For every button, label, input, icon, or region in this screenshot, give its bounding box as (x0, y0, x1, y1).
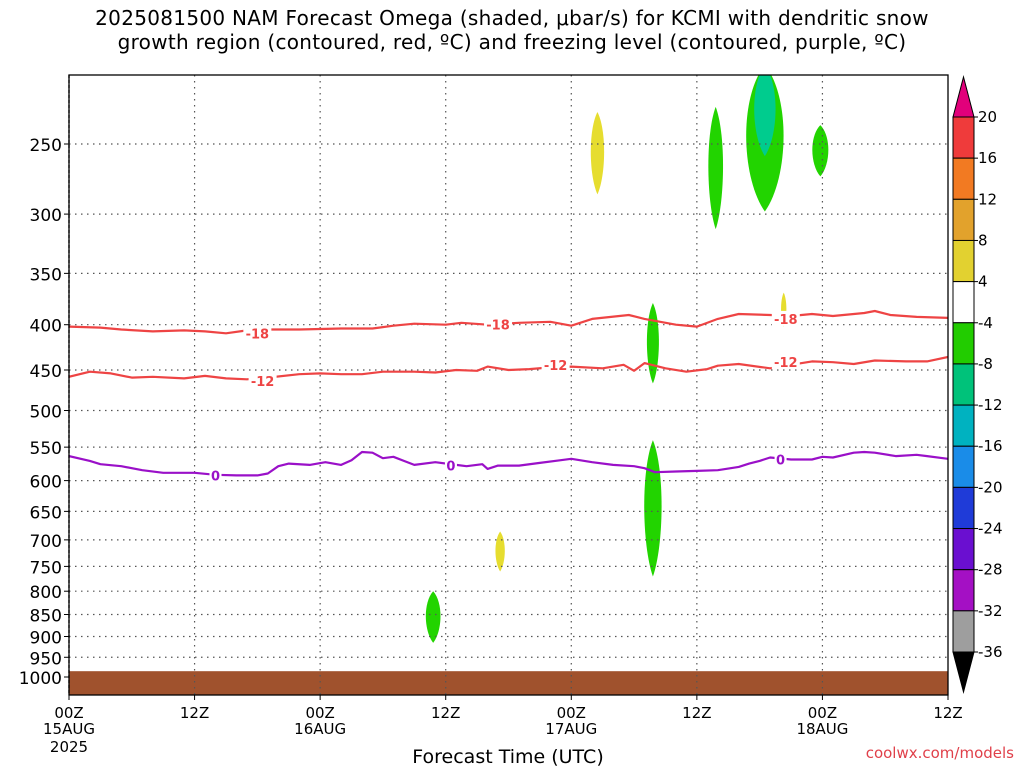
colorbar-swatch (952, 281, 975, 324)
colorbar-swatch (952, 569, 975, 612)
colorbar-label: -36 (978, 643, 1003, 661)
y-tick-label: 300 (30, 206, 62, 226)
omega-region-9 (425, 591, 441, 643)
colorbar-label: -16 (978, 437, 1003, 455)
colorbar-bottom-arrow (952, 651, 975, 694)
contour-label: -12 (251, 375, 275, 390)
y-tick-label: 750 (30, 558, 62, 578)
omega-region-0 (590, 111, 605, 195)
colorbar-swatch (952, 528, 975, 571)
colorbar-swatch (952, 445, 975, 488)
omega-shading-layer (425, 75, 829, 643)
contour-line-freezing (69, 450, 948, 477)
contour-line-dgz (69, 355, 948, 381)
colorbar-label: -32 (978, 602, 1003, 620)
colorbar-swatch (952, 322, 975, 365)
ground-fill (69, 671, 948, 695)
y-tick-label: 350 (30, 265, 62, 285)
y-tick-label: 600 (30, 473, 62, 493)
colorbar-label: -28 (978, 561, 1003, 579)
y-tick-label: 950 (30, 649, 62, 669)
y-tick-label: 500 (30, 403, 62, 423)
contour-label: -18 (486, 319, 510, 334)
x-tick-label: 00Z (557, 704, 586, 722)
colorbar-label: -12 (978, 396, 1003, 414)
credit-text: coolwx.com/models (865, 744, 1014, 762)
colorbar-swatch (952, 404, 975, 447)
contour-label: 0 (211, 469, 220, 484)
ground-layer (69, 671, 948, 695)
colorbar-label: -4 (978, 314, 993, 332)
colorbar-label: 4 (978, 273, 988, 291)
contour-label: -18 (246, 327, 270, 342)
colorbar-label: 16 (978, 149, 997, 167)
x-axis-label: Forecast Time (UTC) (412, 746, 603, 768)
colorbar-swatch (952, 116, 975, 159)
x-tick-date: 16AUG (294, 720, 346, 738)
x-tick-label: 00Z (808, 704, 837, 722)
grid-layer (69, 75, 948, 695)
y-tick-label: 400 (30, 317, 62, 337)
x-tick-date: 18AUG (796, 720, 848, 738)
y-tick-label: 850 (30, 607, 62, 627)
colorbar-swatch (952, 486, 975, 530)
omega-region-6 (646, 302, 659, 384)
colorbar-swatch (952, 610, 975, 653)
x-tick-date: 17AUG (545, 720, 597, 738)
colorbar-label: -24 (978, 520, 1003, 538)
contour-label: -12 (544, 359, 568, 374)
contour-label: 0 (776, 454, 785, 469)
colorbar-top-arrow (952, 75, 975, 118)
colorbar-label: -8 (978, 355, 993, 373)
x-tick-year: 2025 (50, 738, 88, 756)
colorbar-swatch (952, 239, 975, 283)
x-tick-label: 12Z (431, 704, 460, 722)
contour-layer: -18 -18 -18 -12 -12 -12 0 0 0 (69, 309, 948, 484)
contour-label: 0 (446, 460, 455, 475)
y-tick-label: 250 (30, 136, 62, 156)
contour-label: -12 (774, 356, 798, 371)
axes-layer: 2503003504004505005506006507007508008509… (19, 136, 963, 768)
y-tick-label: 900 (30, 628, 62, 648)
x-tick-label: 12Z (180, 704, 209, 722)
y-tick-label: 1000 (19, 669, 62, 689)
colorbar-swatch (952, 198, 975, 241)
omega-region-1 (708, 106, 724, 230)
y-tick-label: 450 (30, 362, 62, 382)
colorbar-label: 12 (978, 190, 997, 208)
omega-region-3 (754, 75, 776, 157)
y-tick-label: 700 (30, 532, 62, 552)
y-tick-label: 650 (30, 503, 62, 523)
omega-region-4 (812, 125, 829, 177)
colorbar-swatch (952, 363, 975, 406)
x-tick-label: 00Z (305, 704, 334, 722)
omega-region-7 (644, 440, 662, 577)
x-tick-date: 15AUG (43, 720, 95, 738)
contour-line-dgz (69, 309, 948, 335)
y-tick-label: 800 (30, 583, 62, 603)
colorbar-swatch (952, 157, 975, 200)
chart-title-line-2: growth region (contoured, red, ºC) and f… (117, 30, 907, 54)
omega-region-8 (495, 531, 505, 572)
colorbar-label: 8 (978, 231, 988, 249)
colorbar: 20 16 12 8 4 -4 -8 -12 -16 -20 -24 -28 -32 -36 (952, 75, 1003, 694)
chart-title-line-1: 2025081500 NAM Forecast Omega (shaded, μ… (95, 6, 929, 30)
contour-label: -18 (774, 313, 798, 328)
y-tick-label: 550 (30, 439, 62, 459)
colorbar-label: -20 (978, 478, 1003, 496)
x-tick-label: 12Z (682, 704, 711, 722)
x-tick-label: 00Z (54, 704, 83, 722)
x-tick-label: 12Z (933, 704, 962, 722)
colorbar-label: 20 (978, 108, 997, 126)
